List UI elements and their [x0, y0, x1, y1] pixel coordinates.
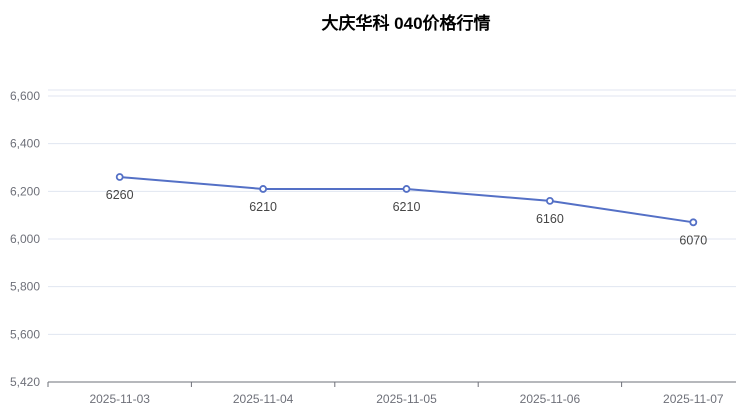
data-point[interactable]: [689, 218, 698, 227]
data-point[interactable]: [402, 185, 411, 193]
y-axis-label: 6,200: [10, 184, 40, 198]
y-axis-label: 6,400: [10, 137, 40, 151]
data-point-label: 6160: [536, 212, 564, 226]
y-axis-label: 5,600: [10, 327, 40, 341]
data-point[interactable]: [115, 173, 124, 181]
y-axis-label: 5,800: [10, 280, 40, 294]
data-point-label: 6210: [393, 200, 421, 214]
data-point[interactable]: [259, 185, 268, 193]
data-point-label: 6210: [249, 200, 277, 214]
data-point-label: 6260: [106, 188, 134, 202]
y-axis-label: 6,000: [10, 232, 40, 246]
x-axis-label: 2025-11-03: [89, 392, 150, 406]
data-point-label: 6070: [679, 233, 707, 247]
data-point[interactable]: [546, 196, 554, 205]
chart-title: 大庆华科 040价格行情: [321, 14, 491, 33]
y-axis-label: 6,600: [10, 89, 40, 103]
x-axis-label: 2025-11-04: [233, 392, 294, 406]
y-axis-label: 5,420: [10, 375, 40, 389]
x-axis-label: 2025-11-07: [663, 392, 724, 406]
x-axis-label: 2025-11-05: [376, 392, 437, 406]
x-axis-label: 2025-11-06: [520, 392, 581, 406]
